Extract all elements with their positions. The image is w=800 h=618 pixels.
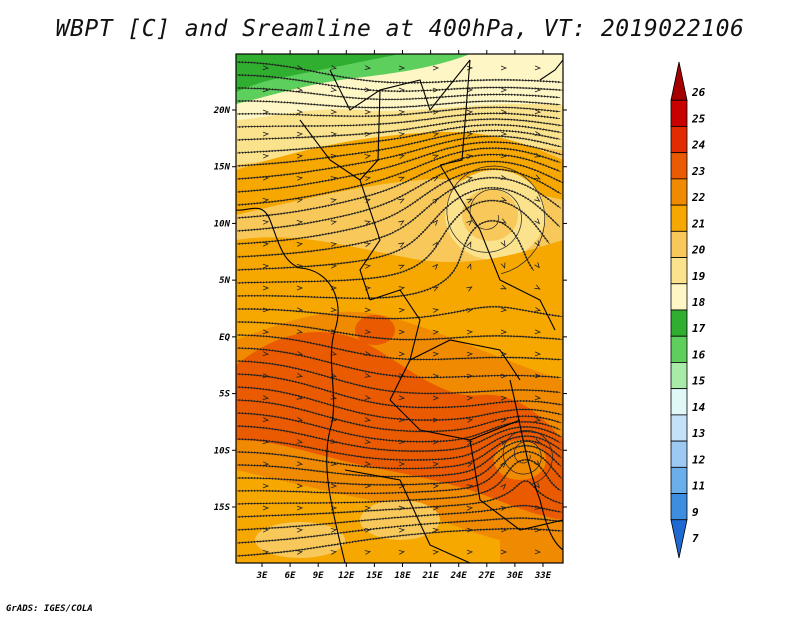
colorbar-swatch (670, 61, 688, 101)
lat-label: 5N (219, 276, 230, 286)
colorbar-swatch (670, 126, 688, 154)
colorbar-swatch (670, 99, 688, 127)
colorbar-swatch (670, 362, 688, 390)
colorbar-label: 13 (692, 427, 706, 440)
colorbar-label: 19 (692, 270, 706, 283)
colorbar-label: 17 (692, 322, 706, 335)
lat-label: 15N (214, 163, 231, 173)
colorbar-label: 9 (692, 506, 699, 519)
lon-label: 15E (366, 571, 383, 581)
footer-credit: GrADS: IGES/COLA (6, 604, 93, 614)
colorbar-swatch (670, 519, 688, 559)
colorbar-swatch (670, 493, 688, 521)
lon-label: 33E (534, 571, 552, 581)
colorbar-swatch (670, 414, 688, 442)
streamlines (236, 60, 563, 558)
colorbar-swatch (670, 204, 688, 232)
lon-label: 3E (256, 571, 268, 581)
colorbar-swatch (670, 440, 688, 468)
lon-label: 9E (313, 571, 324, 581)
lon-label: 21E (421, 571, 439, 581)
colorbar: 26 25 24 23 22 21 20 19 18 17 16 15 14 13 12 11 9 7 (670, 61, 706, 559)
colorbar-label: 23 (691, 165, 706, 178)
colorbar-label: 18 (692, 296, 706, 309)
colorbar-swatch (670, 466, 688, 494)
colorbar-swatch (670, 309, 688, 337)
colorbar-swatch (670, 230, 688, 258)
colorbar-label: 15 (692, 375, 706, 388)
colorbar-label: 26 (691, 86, 706, 99)
lat-label: EQ (219, 333, 230, 343)
colorbar-label: 21 (691, 217, 705, 230)
chart-title: WBPT [C] and Sreamline at 400hPa, VT: 20… (55, 16, 745, 42)
lon-label: 30E (506, 571, 524, 581)
colorbar-swatch (670, 335, 688, 363)
colorbar-swatch (670, 257, 688, 285)
colorbar-label: 12 (692, 453, 706, 466)
colorbar-label: 16 (692, 348, 706, 361)
lon-label: 18E (394, 571, 411, 581)
map-frame (235, 53, 564, 564)
lat-label: 5S (219, 390, 230, 400)
colorbar-label: 14 (692, 401, 706, 414)
lon-label: 27E (478, 571, 496, 581)
lon-label: 6E (285, 571, 296, 581)
colorbar-label: 7 (692, 532, 699, 545)
lat-label: 10S (214, 446, 231, 456)
colorbar-label: 22 (691, 191, 706, 204)
axis-ticks: 20N 15N 10N 5N EQ 5S 10S 15S 3E 6E 9E 12E 15E 18E 21E 2… (213, 50, 567, 581)
colorbar-label: 24 (691, 139, 706, 152)
lon-label: 12E (338, 571, 355, 581)
colorbar-label: 20 (691, 244, 706, 257)
lat-label: 20N (213, 106, 231, 116)
colorbar-swatch (670, 283, 688, 311)
lat-label: 15S (214, 503, 231, 513)
lon-label: 24E (450, 571, 468, 581)
colorbar-swatch (670, 178, 688, 206)
colorbar-swatch (670, 388, 688, 416)
country-borders (236, 59, 563, 563)
colorbar-label: 11 (692, 480, 705, 493)
colorbar-label: 25 (691, 112, 706, 125)
colorbar-swatch (670, 152, 688, 180)
lat-label: 10N (214, 219, 231, 229)
